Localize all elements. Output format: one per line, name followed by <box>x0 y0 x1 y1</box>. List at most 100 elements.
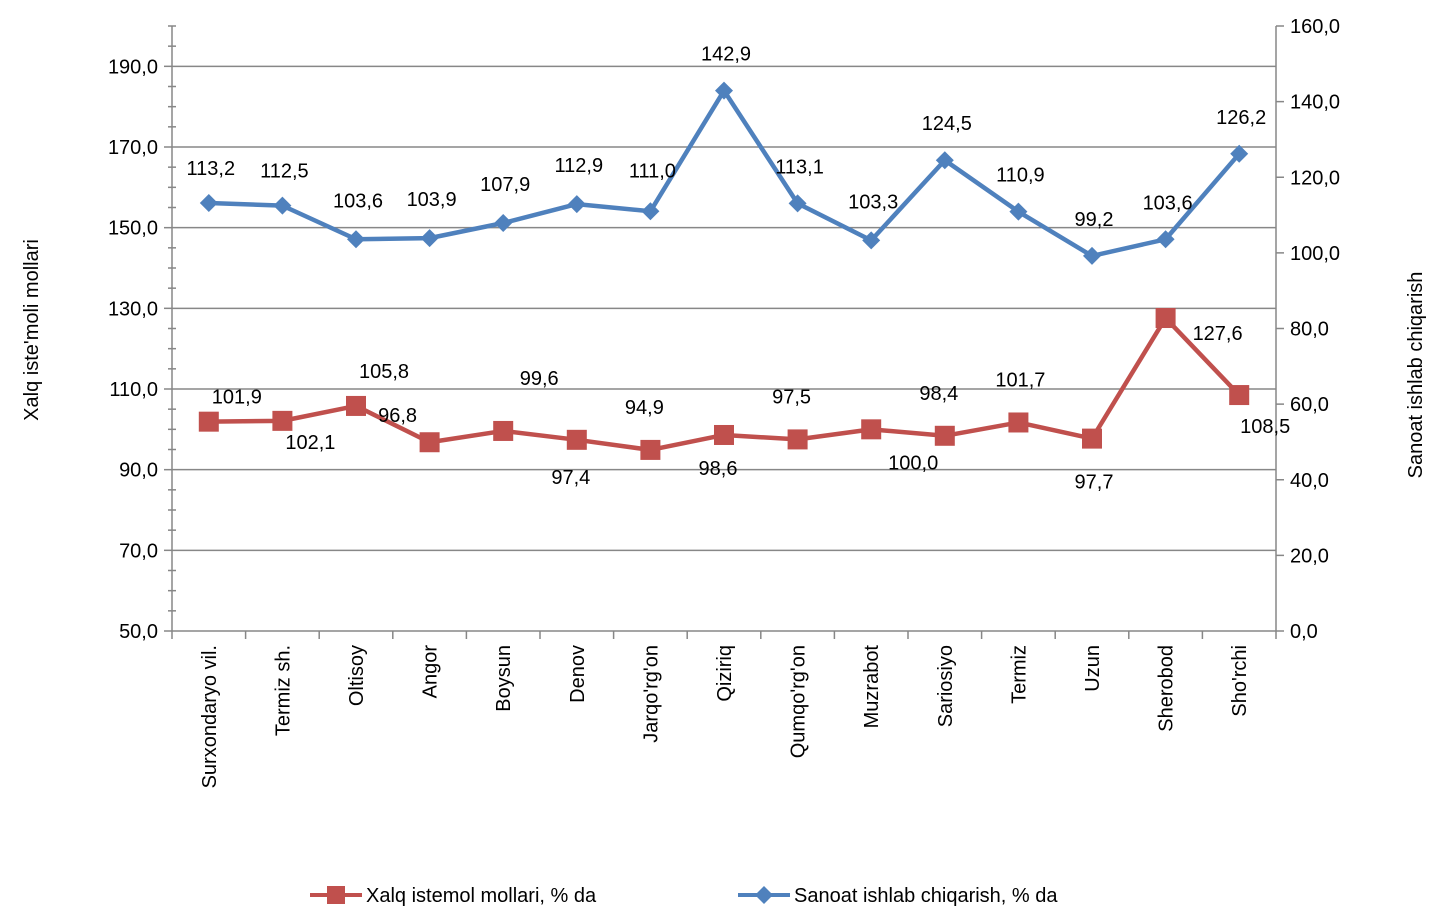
data-label-sanoat: 103,9 <box>407 189 457 211</box>
series-line-sanoat <box>208 88 1241 259</box>
data-label-sanoat: 124,5 <box>922 113 972 135</box>
data-label-xalq: 98,4 <box>919 383 958 405</box>
point-sanoat <box>1156 230 1175 249</box>
category-axis-labels: Surxondaryo vil. Termiz sh. Oltisoy Angor Bo… <box>199 645 1251 789</box>
point-sanoat <box>641 202 660 221</box>
data-label-sanoat: 103,3 <box>848 191 898 213</box>
gridlines <box>172 65 1276 552</box>
legend-item-sanoat[interactable]: Sanoat ishlab chiqarish, % da <box>738 885 1058 907</box>
left-tick-label: 130,0 <box>108 298 158 320</box>
category-label: Sariosiyo <box>935 645 957 727</box>
right-tick-label: 40,0 <box>1290 470 1329 492</box>
left-tick-label: 50,0 <box>119 621 158 643</box>
data-label-xalq: 108,5 <box>1240 416 1290 438</box>
point-xalq <box>493 420 514 441</box>
data-label-xalq: 96,8 <box>378 405 417 427</box>
axes <box>164 25 1284 639</box>
category-label: Angor <box>420 645 442 699</box>
data-label-sanoat: 103,6 <box>333 190 383 212</box>
point-sanoat <box>1230 144 1249 163</box>
category-label: Termiz sh. <box>272 645 294 736</box>
point-xalq <box>861 419 882 440</box>
right-tick-label: 140,0 <box>1290 92 1340 114</box>
point-sanoat <box>1083 246 1101 265</box>
right-tick-label: 0,0 <box>1290 621 1318 643</box>
left-tick-label: 110,0 <box>109 379 158 401</box>
data-label-xalq: 102,1 <box>285 432 335 454</box>
category-label: Termiz <box>1008 645 1030 704</box>
data-label-sanoat: 111,0 <box>629 160 676 182</box>
point-xalq <box>198 411 219 432</box>
left-axis-title: Xalq iste'moli mollari <box>21 239 43 421</box>
data-label-sanoat: 112,5 <box>260 161 309 183</box>
point-xalq <box>1229 385 1250 406</box>
point-sanoat <box>273 196 292 215</box>
data-label-sanoat: 142,9 <box>701 44 751 66</box>
point-sanoat <box>715 81 733 100</box>
data-labels: 101,9 102,1 105,8 96,8 99,6 97,4 94,9 98,6 97,5 1… <box>187 44 1291 494</box>
data-label-xalq: 101,9 <box>212 387 262 409</box>
category-label: Jarqo'rg'on <box>640 645 662 743</box>
left-tick-label: 190,0 <box>108 56 158 78</box>
left-tick-label: 70,0 <box>119 540 158 562</box>
data-label-xalq: 100,0 <box>888 452 938 474</box>
category-label: Denov <box>567 645 589 703</box>
legend-item-xalq[interactable]: Xalq istemol mollari, % da <box>310 885 597 907</box>
point-sanoat <box>862 231 881 250</box>
point-sanoat <box>494 214 513 233</box>
category-label: Sho'rchi <box>1229 645 1251 717</box>
data-label-xalq: 94,9 <box>625 397 664 419</box>
point-sanoat <box>935 151 954 170</box>
legend-label-xalq: Xalq istemol mollari, % da <box>366 885 597 907</box>
data-label-sanoat: 126,2 <box>1216 107 1266 129</box>
point-xalq <box>1008 412 1029 433</box>
point-xalq <box>419 432 440 453</box>
point-sanoat <box>199 193 218 212</box>
data-label-xalq: 97,4 <box>551 467 590 489</box>
point-xalq <box>566 429 587 450</box>
data-label-xalq: 97,7 <box>1075 472 1114 494</box>
data-label-sanoat: 99,2 <box>1075 209 1114 231</box>
data-label-sanoat: 107,9 <box>480 174 530 196</box>
data-label-sanoat: 112,9 <box>555 155 604 177</box>
point-xalq <box>934 425 955 446</box>
category-label: Surxondaryo vil. <box>199 645 221 788</box>
data-label-sanoat: 113,2 <box>187 158 236 180</box>
data-label-xalq: 101,7 <box>995 369 1045 391</box>
legend-label-sanoat: Sanoat ishlab chiqarish, % da <box>794 885 1058 907</box>
point-sanoat <box>1009 202 1028 221</box>
point-xalq <box>714 424 734 445</box>
category-label: Uzun <box>1082 645 1104 692</box>
right-tick-label: 100,0 <box>1290 243 1340 265</box>
series-layer <box>198 81 1250 460</box>
data-label-xalq: 98,6 <box>699 458 738 480</box>
left-tick-label: 90,0 <box>119 460 158 482</box>
right-axis-title: Sanoat ishlab chiqarish <box>1405 272 1427 479</box>
data-label-xalq: 105,8 <box>359 361 409 383</box>
point-xalq <box>346 395 366 416</box>
category-label: Muzrabot <box>861 645 883 729</box>
point-xalq <box>1155 308 1176 329</box>
point-xalq <box>787 429 808 450</box>
right-tick-label: 120,0 <box>1290 167 1340 189</box>
data-label-xalq: 99,6 <box>520 368 559 390</box>
left-tick-label: 150,0 <box>108 218 158 240</box>
category-label: Qumqo'rg'on <box>788 645 810 758</box>
data-label-sanoat: 110,9 <box>996 165 1045 187</box>
category-label: Sherobod <box>1156 645 1178 732</box>
data-label-xalq: 97,5 <box>772 386 811 408</box>
left-axis-ticks: 50,0 70,0 90,0 110,0 130,0 150,0 170,0 190,0 <box>108 56 158 643</box>
category-label: Boysun <box>493 645 515 712</box>
right-axis-ticks: 0,0 20,0 40,0 60,0 80,0 100,0 120,0 140,0 160,0 <box>1290 16 1340 643</box>
legend: Xalq istemol mollari, % da Sanoat ishlab… <box>310 885 1058 907</box>
data-label-sanoat: 113,1 <box>775 156 824 178</box>
right-tick-label: 60,0 <box>1290 394 1329 416</box>
right-tick-label: 80,0 <box>1290 319 1329 341</box>
category-label: Oltisoy <box>346 645 368 706</box>
point-sanoat <box>567 195 586 214</box>
point-xalq <box>272 410 293 431</box>
point-sanoat <box>788 194 807 213</box>
point-sanoat <box>347 230 365 249</box>
right-tick-label: 160,0 <box>1290 16 1340 38</box>
